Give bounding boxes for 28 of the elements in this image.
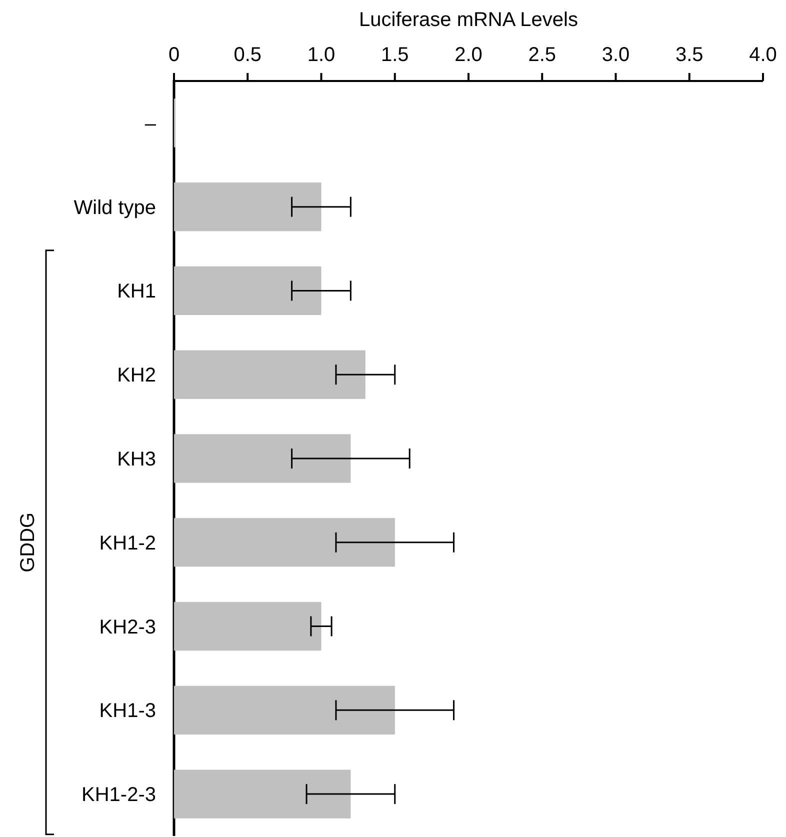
x-tick-label: 1.0 xyxy=(307,44,336,66)
bar xyxy=(174,518,395,567)
x-axis-title: Luciferase mRNA Levels xyxy=(359,9,578,31)
x-tick-label: 4.0 xyxy=(749,44,777,66)
y-tick-label: – xyxy=(144,112,157,135)
y-tick-label: KH1-2 xyxy=(99,532,156,554)
bar xyxy=(174,602,322,651)
x-tick-label: 2.5 xyxy=(528,44,556,66)
x-tick-label: 1.5 xyxy=(380,44,409,66)
bar xyxy=(174,686,395,734)
x-tick-label: 0.5 xyxy=(234,44,262,66)
x-tick-label: 0 xyxy=(168,44,180,66)
y-tick-label: KH1-3 xyxy=(99,700,156,722)
text: GDDG xyxy=(17,512,39,572)
y-tick-label: KH1-2-3 xyxy=(82,784,156,806)
x-tick-label: 3.5 xyxy=(675,44,704,66)
bar xyxy=(174,434,351,483)
bar xyxy=(174,350,366,399)
bar xyxy=(174,770,351,818)
y-tick-label: KH2 xyxy=(117,364,156,387)
x-tick-label: 2.0 xyxy=(454,44,482,66)
x-tick-label: 3.0 xyxy=(602,44,630,66)
bar xyxy=(174,266,322,316)
bar xyxy=(174,182,322,232)
y-tick-label: KH1 xyxy=(117,280,156,303)
y-tick-label: KH3 xyxy=(117,448,156,470)
y-tick-label: Wild type xyxy=(74,196,156,219)
y-tick-label: KH2-3 xyxy=(99,616,156,638)
